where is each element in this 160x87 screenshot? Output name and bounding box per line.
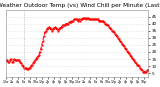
Title: Milwaukee Weather Outdoor Temp (vs) Wind Chill per Minute (Last 24 Hours): Milwaukee Weather Outdoor Temp (vs) Wind… (0, 3, 160, 8)
